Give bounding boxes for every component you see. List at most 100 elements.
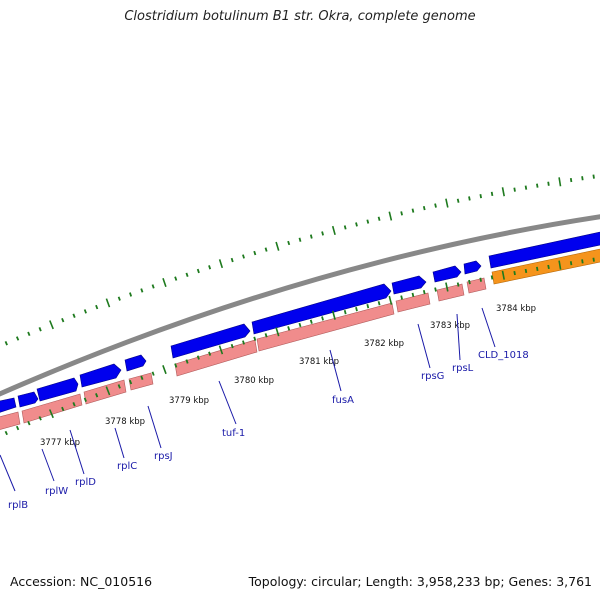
gene-label-lines [0, 307, 496, 492]
leader-line [0, 454, 16, 492]
gene-arrow [251, 283, 392, 335]
orange-gene-block [491, 248, 600, 285]
major-tick [558, 260, 562, 270]
minor-tick [569, 177, 573, 183]
genome-summary-text: Topology: circular; Length: 3,958,233 bp… [248, 574, 592, 589]
minor-tick [117, 296, 121, 301]
gene-label-rplB: rplB [8, 500, 28, 511]
minor-tick [536, 266, 539, 272]
gene-arrow [488, 231, 600, 269]
minor-tick [196, 268, 200, 274]
minor-tick [366, 219, 370, 224]
gene-labels: rplB rplW rplD rplC rpsJ tuf-1 fusA rpsG… [8, 350, 529, 511]
minor-tick [174, 276, 178, 281]
accession-text: Accession: NC_010516 [10, 574, 153, 589]
minor-tick [242, 340, 245, 345]
minor-tick [321, 316, 324, 321]
minor-tick [547, 264, 550, 270]
minor-tick [38, 416, 42, 421]
gene-label-rpsL: rpsL [452, 363, 474, 374]
minor-tick [377, 301, 381, 306]
minor-tick [128, 379, 133, 385]
minor-tick [411, 292, 415, 298]
minor-tick [366, 303, 370, 309]
major-tick [105, 386, 111, 396]
leader-line [218, 380, 237, 425]
minor-tick [72, 313, 76, 318]
minor-tick [287, 240, 291, 246]
minor-tick [468, 279, 471, 285]
leader-line [417, 323, 431, 369]
major-tick [162, 277, 167, 287]
gene-arrow [124, 354, 147, 372]
genome-title: Clostridium botulinum B1 str. Okra, comp… [124, 9, 476, 24]
minor-tick [309, 234, 313, 239]
minor-tick [140, 288, 144, 293]
minor-tick [117, 384, 121, 389]
leader-line [114, 427, 125, 459]
cds-block [21, 393, 83, 424]
minor-tick [95, 393, 99, 398]
minor-tick [83, 309, 87, 314]
minor-tick [230, 257, 234, 263]
minor-tick [151, 371, 155, 376]
inner-tick-track [4, 257, 595, 436]
leader-line [69, 429, 85, 475]
tick-track [4, 174, 595, 346]
minor-tick [581, 176, 584, 181]
minor-tick [411, 208, 415, 213]
minor-tick [513, 270, 516, 276]
minor-tick [264, 247, 268, 252]
major-tick [501, 187, 505, 197]
gene-label-rpsJ: rpsJ [154, 451, 173, 462]
minor-tick [230, 343, 234, 349]
gene-arrow [0, 397, 17, 413]
minor-tick [524, 268, 528, 274]
major-tick [445, 282, 449, 292]
minor-tick [490, 275, 494, 280]
minor-tick [185, 359, 189, 364]
minor-tick [83, 397, 87, 402]
kbp-label: 3782 kbp [364, 339, 404, 349]
gene-arrow [79, 363, 122, 388]
leader-line [456, 313, 461, 361]
minor-tick [264, 333, 268, 338]
minor-tick [513, 187, 516, 192]
minor-tick [456, 198, 460, 203]
minor-tick [185, 272, 189, 277]
major-tick [105, 298, 111, 308]
minor-tick [72, 402, 76, 407]
minor-tick [140, 375, 144, 381]
gene-label-tuf-1: tuf-1 [222, 428, 245, 439]
minor-tick [377, 216, 381, 221]
leader-line [41, 448, 55, 482]
minor-tick [129, 292, 133, 297]
kbp-label: 3779 kbp [169, 396, 209, 406]
minor-tick [4, 430, 8, 436]
minor-tick [196, 355, 200, 360]
cds-block [466, 277, 487, 294]
gene-label-rplW: rplW [45, 486, 68, 497]
cds-block [174, 339, 258, 377]
gene-arrow [463, 260, 482, 275]
minor-tick [581, 259, 584, 264]
leader-line [481, 307, 496, 348]
kbp-scale: 3777 kbp 3778 kbp 3779 kbp 3780 kbp 3781… [40, 304, 536, 448]
gene-arrow [391, 275, 427, 295]
minor-tick [4, 341, 8, 346]
kbp-label: 3783 kbp [430, 321, 470, 331]
major-tick [218, 259, 224, 269]
gene-arrow [36, 377, 79, 402]
major-tick [558, 177, 562, 187]
minor-tick [536, 183, 539, 188]
minor-tick [343, 309, 347, 315]
cds-track [0, 277, 487, 430]
minor-tick [592, 174, 595, 179]
minor-tick [592, 257, 595, 262]
kbp-label: 3784 kbp [496, 304, 536, 314]
gene-label-rplC: rplC [117, 461, 137, 472]
gene-label-rpsG: rpsG [421, 371, 444, 382]
gene-arrow [17, 391, 39, 408]
major-tick [388, 211, 393, 221]
